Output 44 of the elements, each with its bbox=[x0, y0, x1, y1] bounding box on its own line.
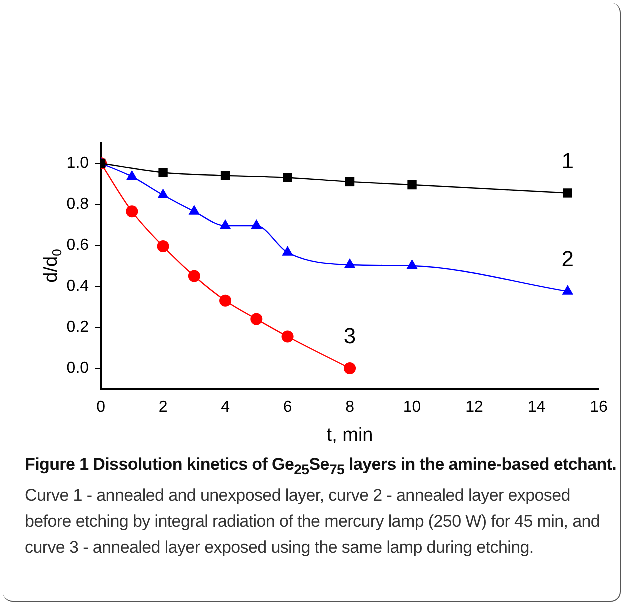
series-label: 3 bbox=[344, 324, 356, 349]
text: Curve 1 - annealed and unexposed layer, curve 2 - annealed layer exposed before etching by integral radiation of the mercury lamp (250 W) for 45 min, and curve 3 - annealed layer exposed using the same lamp during etching. bbox=[25, 486, 600, 558]
y-tick-label: 0.4 bbox=[66, 278, 90, 295]
point bbox=[188, 205, 200, 215]
point bbox=[282, 330, 294, 343]
point bbox=[220, 294, 232, 307]
y-tick-label: 1.0 bbox=[66, 154, 90, 172]
point bbox=[220, 171, 230, 180]
x-tick-label: 12 bbox=[466, 399, 484, 416]
point bbox=[283, 173, 292, 182]
point bbox=[188, 270, 200, 282]
series-label: 2 bbox=[562, 246, 574, 272]
point bbox=[345, 177, 355, 187]
x-tick-label: 4 bbox=[221, 399, 230, 416]
point bbox=[562, 285, 574, 295]
x-tick-label: 14 bbox=[528, 399, 546, 416]
y-tick-label: 0.0 bbox=[66, 360, 90, 377]
point bbox=[408, 180, 417, 190]
point bbox=[563, 188, 572, 198]
point bbox=[126, 170, 138, 180]
y-tick-label: 0.2 bbox=[66, 318, 90, 336]
y-tick-label: 0.6 bbox=[66, 236, 90, 254]
x-tick-label: 6 bbox=[283, 399, 292, 416]
point bbox=[158, 168, 168, 178]
x-axis-title: t, min bbox=[326, 424, 374, 446]
point bbox=[406, 260, 418, 270]
x-tick-label: 2 bbox=[158, 399, 168, 416]
y-axis-title: d/d0 bbox=[41, 249, 65, 283]
point bbox=[250, 313, 263, 326]
point bbox=[344, 258, 356, 268]
point bbox=[126, 206, 138, 218]
x-tick-label: 8 bbox=[346, 399, 355, 416]
point bbox=[158, 188, 169, 199]
point bbox=[220, 220, 232, 230]
x-tick-label: 0 bbox=[96, 399, 106, 416]
x-tick-label: 16 bbox=[590, 399, 608, 416]
point bbox=[157, 240, 170, 253]
series-label: 1 bbox=[562, 148, 574, 174]
caption: Figure 1 Dissolution kinetics of Ge$_{25}$Se$_{75}$ layers in the amine-based etchant. bbox=[25, 455, 617, 478]
point bbox=[344, 362, 356, 374]
point bbox=[251, 220, 262, 230]
point bbox=[282, 246, 294, 256]
y-tick-label: 0.8 bbox=[66, 196, 90, 213]
x-tick-label: 10 bbox=[403, 399, 422, 416]
